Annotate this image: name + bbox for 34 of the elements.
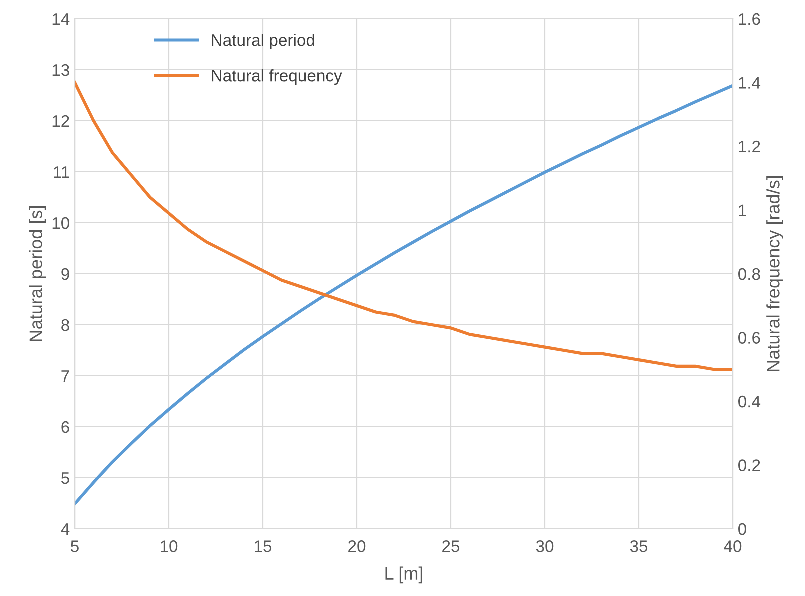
y2-tick-label: 1 — [739, 204, 746, 216]
x-tick-label: 40 — [724, 540, 742, 552]
y2-tick-label: 0 — [738, 523, 746, 536]
x-tick-label: 15 — [255, 540, 272, 552]
y2-tick-label: 0.4 — [738, 396, 761, 408]
y-tick-label: 13 — [52, 64, 70, 76]
y2-tick-label: 0.2 — [738, 460, 760, 472]
y-tick-label: 8 — [62, 319, 70, 332]
y-tick-label: 6 — [62, 421, 70, 434]
x-tick-label: 20 — [348, 540, 366, 552]
x-axis-title: L [m] — [386, 566, 422, 584]
y-tick-label: 4 — [61, 524, 70, 536]
legend-label: Natural period — [212, 34, 314, 50]
y2-tick-label: 1.6 — [739, 13, 760, 26]
legend-label: Natural frequency — [212, 70, 342, 86]
x-tick-label: 10 — [161, 540, 178, 552]
y-tick-label: 14 — [52, 14, 70, 26]
y-axis-title: Natural period [s] — [29, 206, 46, 342]
y-tick-label: 5 — [62, 472, 70, 484]
y-tick-label: 7 — [62, 370, 70, 382]
y2-axis-title: Natural frequency [rad/s] — [766, 176, 784, 372]
line-series — [75, 84, 733, 506]
y-tick-label: 11 — [54, 166, 70, 178]
x-tick-label: 30 — [536, 540, 554, 552]
y2-tick-label: 0.6 — [738, 332, 760, 344]
y-tick-label: 12 — [52, 115, 70, 128]
x-tick-label: 5 — [71, 540, 79, 552]
y-tick-label: 10 — [52, 217, 70, 230]
y-tick-label: 9 — [62, 268, 70, 280]
y2-tick-label: 0.8 — [738, 268, 760, 280]
x-tick-label: 25 — [442, 540, 460, 552]
y2-tick-label: 1.2 — [739, 140, 760, 153]
y2-tick-label: 1.4 — [739, 77, 761, 89]
x-tick-label: 35 — [630, 540, 648, 552]
